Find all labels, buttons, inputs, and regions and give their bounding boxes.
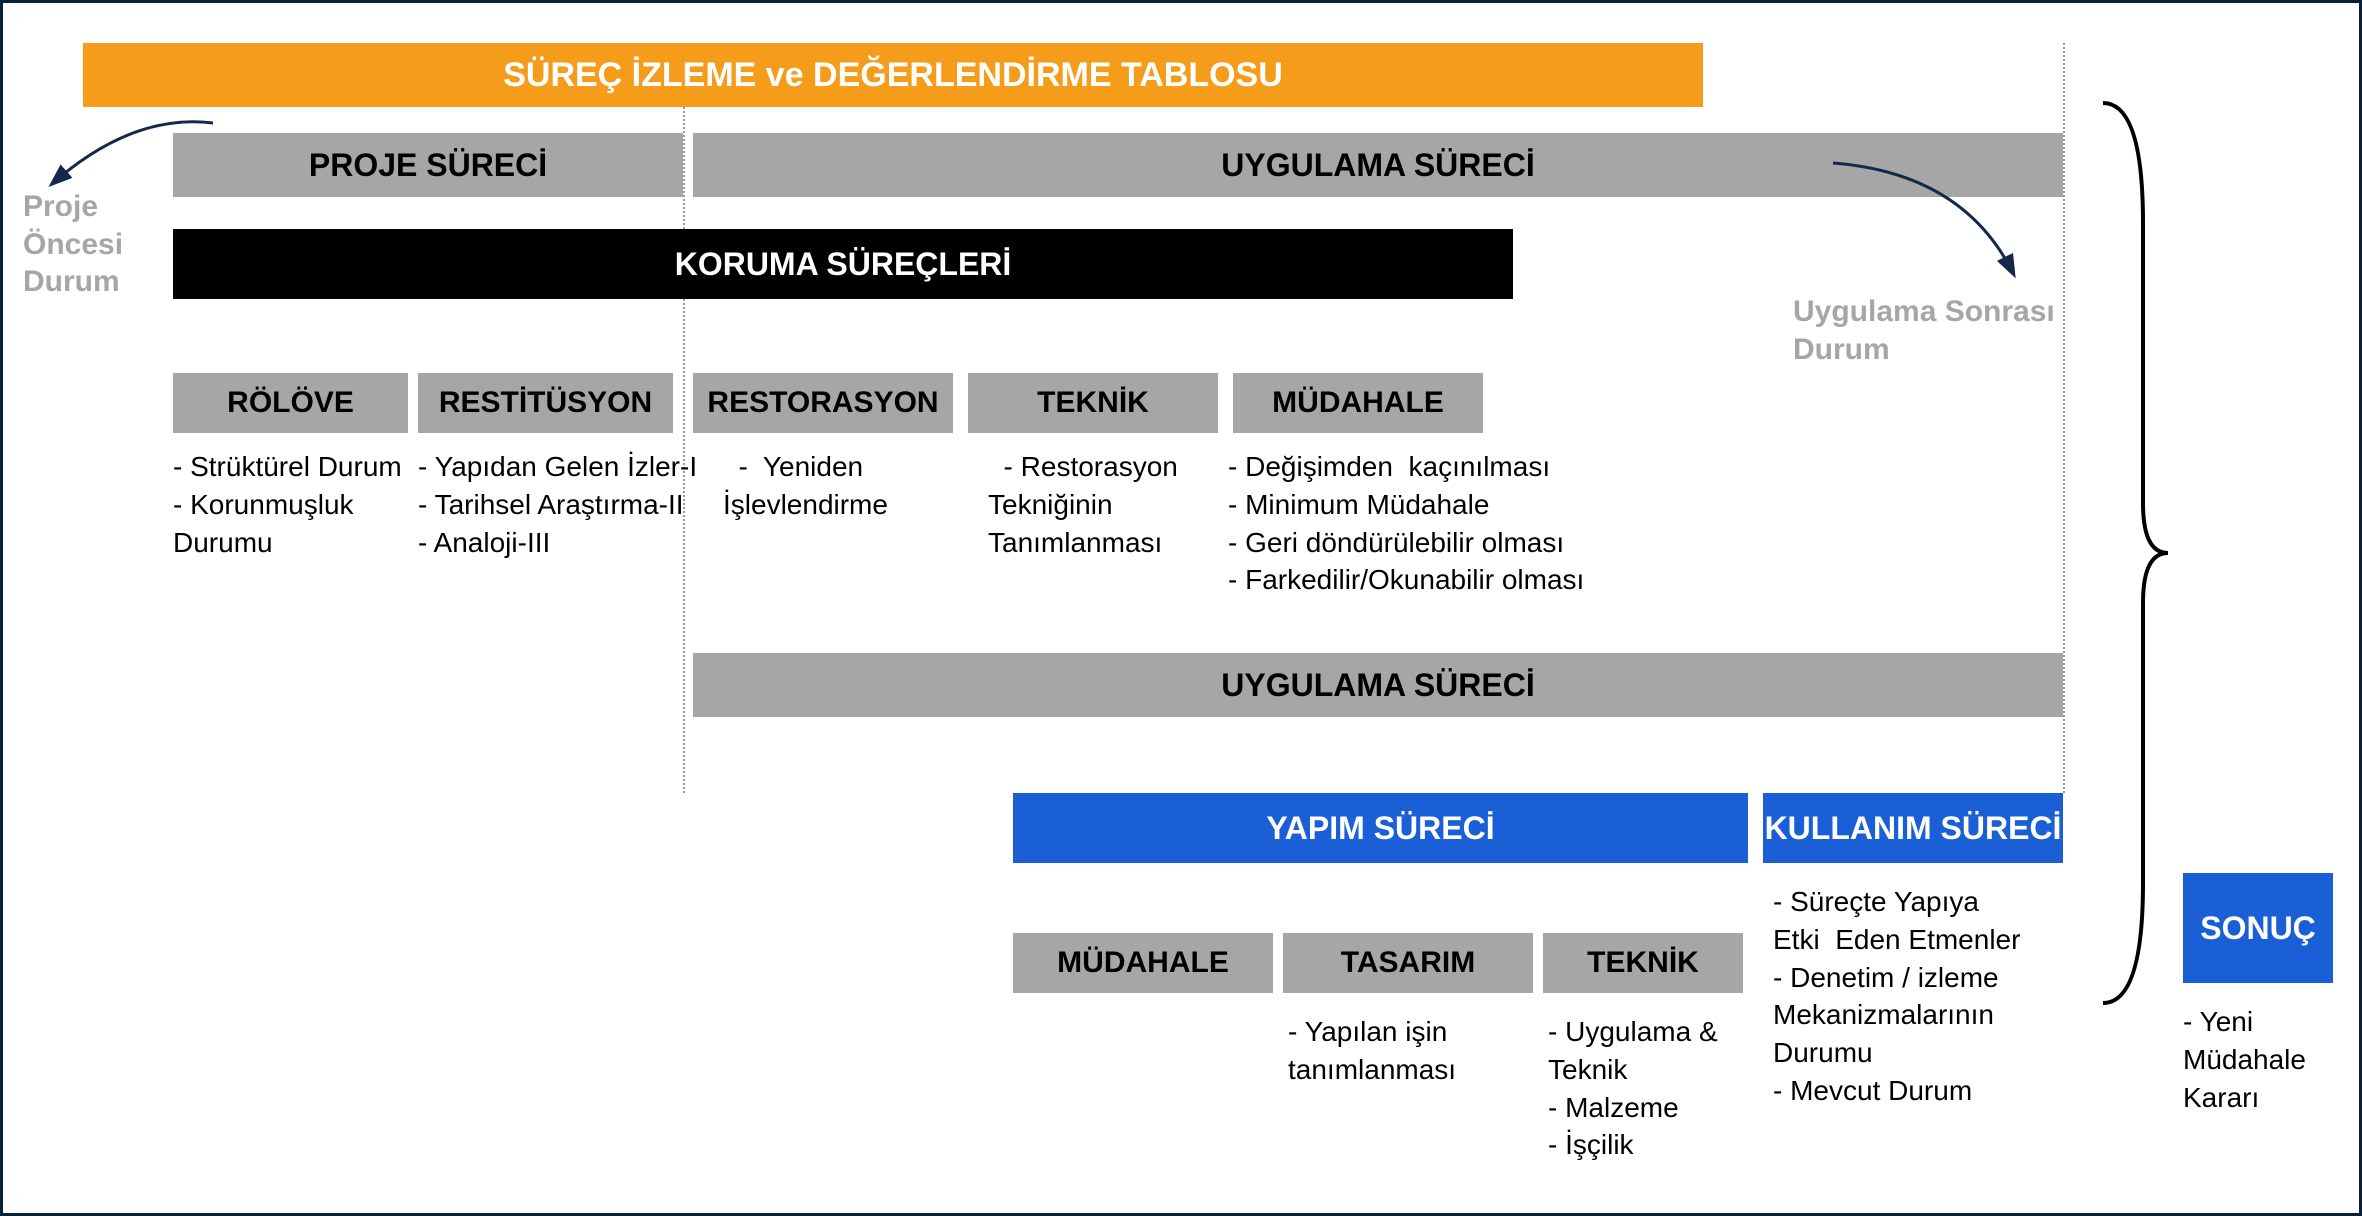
brace-icon xyxy=(2083,103,2173,1003)
divider-1 xyxy=(683,43,685,793)
label-proje-oncesi: Proje Öncesi Durum xyxy=(23,188,123,301)
list-rolove: - Strüktürel Durum - Korunmuşluk Durumu xyxy=(173,448,402,561)
list-mudahale: - Değişimden kaçınılması - Minimum Müdah… xyxy=(1228,448,1584,599)
divider-2 xyxy=(2063,43,2065,793)
box-yapim-sureci: YAPIM SÜRECİ xyxy=(1013,793,1748,863)
box-restitusyon: RESTİTÜSYON xyxy=(418,373,673,433)
box-teknik: TEKNİK xyxy=(968,373,1218,433)
list-teknik-2: - Uygulama & Teknik - Malzeme - İşçilik xyxy=(1548,1013,1718,1164)
main-title-bar: SÜREÇ İZLEME ve DEĞERLENDİRME TABLOSU xyxy=(83,43,1703,107)
box-sonuc: SONUÇ xyxy=(2183,873,2333,983)
phase-koruma-surecleri: KORUMA SÜREÇLERİ xyxy=(173,229,1513,299)
list-sonuc: - Yeni Müdahale Kararı xyxy=(2183,1003,2306,1116)
list-restitusyon: - Yapıdan Gelen İzler-I - Tarihsel Araşt… xyxy=(418,448,697,561)
box-rolove: RÖLÖVE xyxy=(173,373,408,433)
list-tasarim: - Yapılan işin tanımlanması xyxy=(1288,1013,1456,1089)
box-kullanim-sureci: KULLANIM SÜRECİ xyxy=(1763,793,2063,863)
phase-uygulama-sureci-2: UYGULAMA SÜRECİ xyxy=(693,653,2063,717)
box-mudahale: MÜDAHALE xyxy=(1233,373,1483,433)
box-mudahale-2: MÜDAHALE xyxy=(1013,933,1273,993)
label-uygulama-sonrasi: Uygulama Sonrası Durum xyxy=(1793,293,2055,368)
box-teknik-2: TEKNİK xyxy=(1543,933,1743,993)
arrow-left xyxy=(33,113,233,203)
list-restorasyon: - Yeniden İşlevlendirme xyxy=(723,448,888,524)
list-kullanim: - Süreçte Yapıya Etki Eden Etmenler - De… xyxy=(1773,883,2020,1110)
arrow-right xyxy=(1813,153,2053,293)
box-tasarim: TASARIM xyxy=(1283,933,1533,993)
list-teknik: - Restorasyon Tekniğinin Tanımlanması xyxy=(988,448,1178,561)
phase-proje-sureci: PROJE SÜRECİ xyxy=(173,133,683,197)
box-restorasyon: RESTORASYON xyxy=(693,373,953,433)
